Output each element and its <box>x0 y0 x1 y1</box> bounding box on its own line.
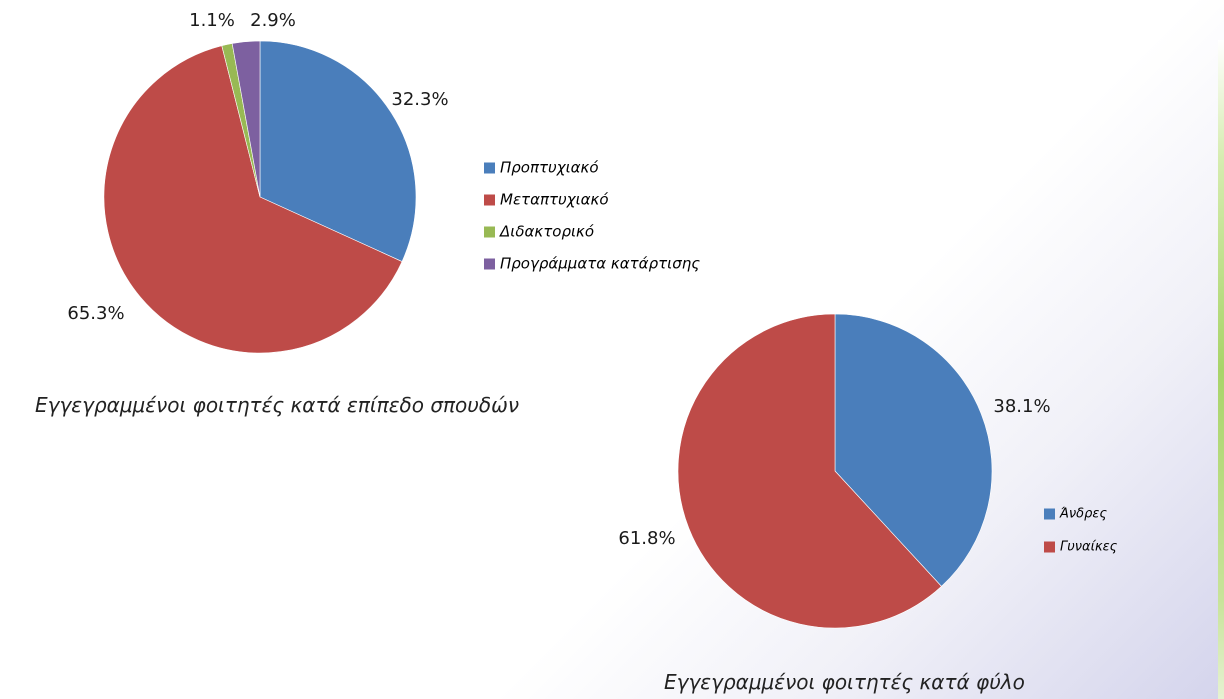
legend-swatch-μεταπτυχιακό <box>484 194 495 206</box>
chart-title-study-level: Εγγεγραμμένοι φοιτητές κατά επίπεδο σπου… <box>35 393 520 417</box>
slice-label-προγράμματα-κατάρτισης: 2.9% <box>250 10 296 31</box>
legend: Άνδρες Γυναίκες <box>1044 507 1118 555</box>
slice-label-άνδρες: 38.1% <box>993 396 1050 417</box>
pie-slice-προγράμματα-κατάρτισης <box>231 40 261 198</box>
legend-swatch-γυναίκες <box>1044 541 1055 553</box>
slice-label-διδακτορικό: 1.1% <box>189 10 235 31</box>
slice-label-μεταπτυχιακό: 65.3% <box>67 303 124 324</box>
decorative-edge-bar <box>1218 40 1224 699</box>
slice-label-προπτυχιακό: 32.3% <box>391 89 448 110</box>
pie-slice-άνδρες <box>834 313 993 587</box>
pie-slice-προπτυχιακό <box>259 40 417 262</box>
chart-title-gender: Εγγεγραμμένοι φοιτητές κατά φύλο <box>664 670 1025 694</box>
legend-label-διδακτορικό: Διδακτορικό <box>499 223 594 241</box>
pie-chart-study-level: 32.3% 65.3% 1.1% 2.9% Προπτυχιακό Μεταπτυχιακ… <box>67 10 700 354</box>
legend: Προπτυχιακό Μεταπτυχιακό Διδακτορικό Προγρά… <box>484 159 700 273</box>
legend-label-προγράμματα-κατάρτισης: Προγράμματα κατάρτισης <box>500 255 700 273</box>
legend-label-μεταπτυχιακό: Μεταπτυχιακό <box>500 191 609 209</box>
legend-swatch-άνδρες <box>1044 508 1055 520</box>
legend-label-γυναίκες: Γυναίκες <box>1060 540 1118 555</box>
legend-swatch-προγράμματα-κατάρτισης <box>484 258 495 270</box>
legend-label-προπτυχιακό: Προπτυχιακό <box>500 159 599 177</box>
pie-chart-gender: 38.1% 61.8% Άνδρες Γυναίκες <box>618 313 1118 629</box>
pie-slice-γυναίκες <box>677 313 942 629</box>
legend-swatch-διδακτορικό <box>484 226 495 238</box>
legend-label-άνδρες: Άνδρες <box>1059 507 1107 522</box>
legend-swatch-προπτυχιακό <box>484 162 495 174</box>
slice-label-γυναίκες: 61.8% <box>618 528 675 549</box>
pie-slice-μεταπτυχιακό <box>103 45 403 354</box>
